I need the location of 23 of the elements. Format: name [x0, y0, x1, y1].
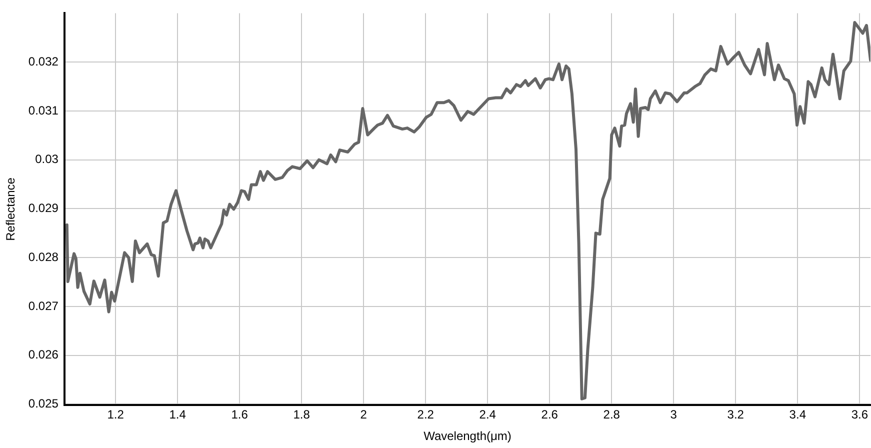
y-axis-title: Reflectance — [4, 177, 18, 241]
x-tick-label: 2.4 — [479, 408, 496, 422]
y-tick-label: 0.026 — [28, 348, 59, 362]
x-tick-label: 1.6 — [231, 408, 248, 422]
x-tick-label: 1.8 — [293, 408, 310, 422]
x-tick-label: 3.6 — [851, 408, 868, 422]
x-tick-label: 1.4 — [169, 408, 186, 422]
x-tick-label: 2 — [360, 408, 368, 422]
y-tick-label: 0.028 — [28, 250, 59, 264]
y-tick-label: 0.032 — [28, 54, 59, 68]
y-tick-label: 0.027 — [28, 298, 59, 313]
x-tick-label: 3.2 — [727, 408, 744, 422]
x-tick-label: 3.4 — [789, 408, 806, 422]
x-tick-label: 2.2 — [417, 408, 434, 422]
x-tick-label: 1.2 — [107, 408, 124, 422]
x-tick-label: 3 — [670, 408, 678, 422]
y-tick-label: 0.03 — [35, 152, 59, 166]
x-axis-title: Wavelength(μm) — [424, 429, 512, 444]
y-tick-label: 0.025 — [28, 396, 59, 411]
y-tick-label: 0.029 — [28, 201, 59, 216]
y-tick-label: 0.031 — [28, 103, 59, 118]
x-tick-label: 2.8 — [603, 408, 620, 422]
x-tick-label: 2.6 — [541, 408, 558, 422]
